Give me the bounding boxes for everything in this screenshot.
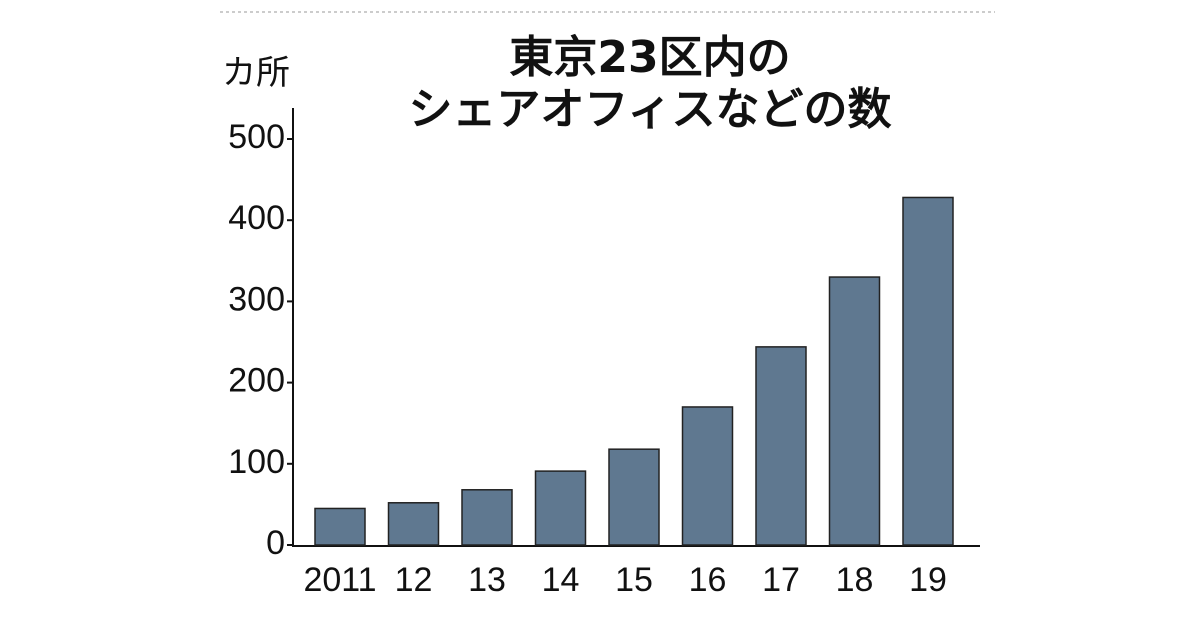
x-tick-label: 15 bbox=[615, 561, 653, 599]
chart-title: 東京23区内の bbox=[509, 32, 790, 83]
y-axis-label: カ所 bbox=[222, 54, 290, 92]
bar bbox=[902, 196, 954, 546]
x-tick-label: 19 bbox=[909, 561, 947, 599]
x-tick-label: 13 bbox=[468, 561, 506, 599]
x-tick-label: 14 bbox=[542, 561, 580, 599]
y-tick-label: 400 bbox=[228, 199, 285, 237]
chart-title: シェアオフィスなどの数 bbox=[408, 84, 891, 135]
bar bbox=[681, 406, 734, 546]
bar bbox=[461, 489, 513, 546]
bar bbox=[608, 448, 660, 546]
x-tick-label: 17 bbox=[762, 561, 800, 599]
bar bbox=[534, 470, 587, 546]
y-tick-label: 300 bbox=[228, 280, 285, 318]
bar bbox=[755, 346, 807, 546]
y-tick-label: 0 bbox=[266, 524, 285, 562]
y-tick-label: 500 bbox=[228, 118, 285, 156]
y-tick-label: 100 bbox=[228, 443, 285, 481]
x-tick-label: 12 bbox=[395, 561, 433, 599]
bar bbox=[828, 276, 881, 546]
y-tick-label: 200 bbox=[228, 362, 285, 400]
x-tick-label: 2011 bbox=[303, 561, 376, 599]
bar bbox=[387, 502, 440, 546]
x-tick-label: 16 bbox=[689, 561, 727, 599]
x-tick-label: 18 bbox=[836, 561, 874, 599]
bar bbox=[314, 507, 366, 546]
